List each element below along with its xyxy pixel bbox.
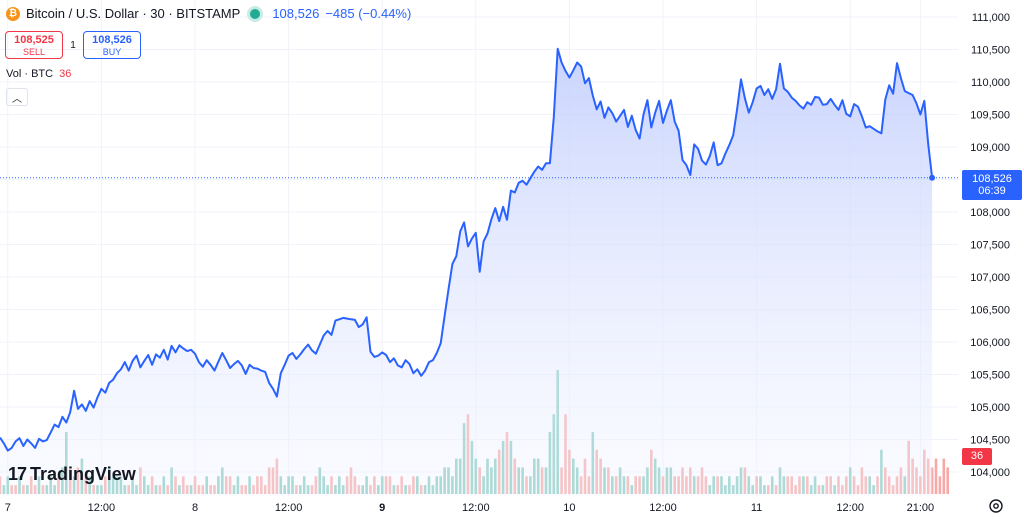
last-price-marker xyxy=(929,174,936,181)
price-axis-label: 104,500 xyxy=(970,435,1010,447)
price-axis-label: 107,500 xyxy=(970,240,1010,252)
price-axis-label: 106,000 xyxy=(970,337,1010,349)
buy-label: BUY xyxy=(102,47,122,57)
time-axis-label: 21:00 xyxy=(907,502,935,514)
time-axis-label: 12:00 xyxy=(649,502,677,514)
time-axis-label: 9 xyxy=(379,502,385,514)
time-axis-label: 12:00 xyxy=(88,502,116,514)
time-axis-label: 12:00 xyxy=(462,502,490,514)
volume-bar xyxy=(946,467,949,494)
price-axis-label: 105,000 xyxy=(970,402,1010,414)
market-open-dot-icon xyxy=(250,8,261,19)
time-axis-label: 10 xyxy=(563,502,575,514)
volume-tag: 36 xyxy=(962,448,992,465)
price-axis-label: 109,000 xyxy=(970,142,1010,154)
price-line xyxy=(0,47,934,452)
bar-countdown: 06:39 xyxy=(978,185,1006,197)
price-change: −485 (−0.44%) xyxy=(325,6,412,21)
price-axis-label: 110,500 xyxy=(971,45,1010,57)
volume-bar xyxy=(934,458,938,494)
symbol-header: ₿ Bitcoin / U.S. Dollar · 30 · BITSTAMP … xyxy=(6,6,411,21)
time-axis[interactable]: 7 12:00 8 12:00 9 12:00 10 12:00 11 12:00 21:00 xyxy=(5,502,934,514)
price-axis-label: 107,000 xyxy=(970,272,1010,284)
buy-price: 108,526 xyxy=(92,34,132,46)
chart-settings-icon[interactable] xyxy=(988,498,1004,514)
symbol-title[interactable]: Bitcoin / U.S. Dollar · 30 · BITSTAMP xyxy=(26,6,241,21)
tradingview-logo-text: TradingView xyxy=(30,464,136,484)
collapse-legend-button[interactable]: ︿ xyxy=(6,88,28,106)
price-axis-label: 104,000 xyxy=(970,467,1010,479)
volume-legend-value: 36 xyxy=(59,68,72,80)
bitcoin-icon[interactable]: ₿ xyxy=(6,6,20,21)
price-area xyxy=(0,47,958,497)
time-axis-label: 8 xyxy=(192,502,198,514)
sell-button[interactable]: 108,525 SELL xyxy=(5,31,63,59)
volume-bar xyxy=(938,476,942,494)
sell-price: 108,525 xyxy=(14,34,54,46)
price-axis-label: 108,000 xyxy=(970,207,1010,219)
price-axis-label: 110,000 xyxy=(971,77,1010,89)
price-axis[interactable]: 104,000 104,500 105,000 105,500 106,000 106,5… xyxy=(970,12,1010,479)
chevron-up-icon: ︿ xyxy=(12,93,22,105)
time-axis-label: 7 xyxy=(5,502,11,514)
trade-buttons: 108,525 SELL 1 108,526 BUY xyxy=(5,31,141,59)
price-axis-label: 109,500 xyxy=(970,110,1010,122)
time-axis-label: 12:00 xyxy=(836,502,864,514)
spread-value: 1 xyxy=(70,39,76,51)
last-price: 108,526 xyxy=(272,6,320,21)
last-price-tag: 108,526 06:39 xyxy=(962,170,1022,200)
sell-label: SELL xyxy=(22,47,46,57)
volume-legend[interactable]: Vol · BTC 36 xyxy=(6,68,71,80)
last-price-tag-value: 108,526 xyxy=(972,173,1012,185)
volume-bar xyxy=(942,458,946,494)
price-axis-label: 106,500 xyxy=(970,305,1010,317)
tradingview-logo[interactable]: 17 TradingView xyxy=(8,464,136,485)
price-area-fill xyxy=(0,48,933,497)
buy-button[interactable]: 108,526 BUY xyxy=(83,31,141,59)
volume-legend-label: Vol · BTC xyxy=(6,68,54,80)
price-axis-label: 105,500 xyxy=(970,370,1010,382)
tradingview-mark-icon: 17 xyxy=(8,464,27,484)
price-axis-label: 111,000 xyxy=(972,12,1010,24)
time-axis-label: 11 xyxy=(751,502,762,514)
time-axis-label: 12:00 xyxy=(275,502,303,514)
